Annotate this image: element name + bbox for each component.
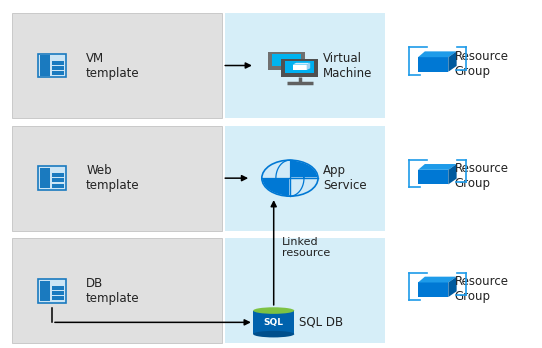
Text: Virtual
Machine: Virtual Machine <box>323 52 372 79</box>
FancyBboxPatch shape <box>225 238 384 343</box>
Polygon shape <box>418 283 448 297</box>
FancyBboxPatch shape <box>53 61 64 65</box>
FancyBboxPatch shape <box>38 54 66 77</box>
Polygon shape <box>418 57 448 72</box>
Polygon shape <box>448 277 457 297</box>
FancyBboxPatch shape <box>272 54 301 66</box>
FancyBboxPatch shape <box>53 291 64 295</box>
Text: VM
template: VM template <box>86 52 140 79</box>
FancyBboxPatch shape <box>53 296 64 300</box>
Text: App
Service: App Service <box>323 164 366 192</box>
FancyBboxPatch shape <box>281 59 318 77</box>
Text: SQL: SQL <box>264 318 283 327</box>
FancyBboxPatch shape <box>53 71 64 75</box>
FancyBboxPatch shape <box>253 310 294 334</box>
FancyBboxPatch shape <box>38 279 66 303</box>
Text: Resource
Group: Resource Group <box>455 275 509 303</box>
Text: Resource
Group: Resource Group <box>455 50 509 78</box>
Wedge shape <box>262 160 290 178</box>
FancyBboxPatch shape <box>53 179 64 182</box>
FancyBboxPatch shape <box>53 183 64 188</box>
FancyBboxPatch shape <box>38 166 66 190</box>
FancyBboxPatch shape <box>225 13 384 118</box>
Polygon shape <box>293 65 307 70</box>
Text: Linked
resource: Linked resource <box>282 237 330 258</box>
Polygon shape <box>448 164 457 184</box>
Polygon shape <box>418 52 457 57</box>
Text: Resource
Group: Resource Group <box>455 163 509 190</box>
Polygon shape <box>418 277 457 283</box>
FancyBboxPatch shape <box>53 66 64 70</box>
FancyBboxPatch shape <box>53 286 64 290</box>
FancyBboxPatch shape <box>11 238 222 343</box>
FancyBboxPatch shape <box>11 126 222 231</box>
Ellipse shape <box>253 307 294 314</box>
FancyBboxPatch shape <box>53 173 64 177</box>
FancyBboxPatch shape <box>40 168 50 188</box>
Wedge shape <box>290 178 318 196</box>
FancyBboxPatch shape <box>40 55 50 76</box>
Polygon shape <box>418 170 448 184</box>
Circle shape <box>262 160 318 196</box>
FancyBboxPatch shape <box>11 13 222 118</box>
FancyBboxPatch shape <box>40 281 50 301</box>
Text: Web
template: Web template <box>86 164 140 192</box>
Polygon shape <box>418 164 457 170</box>
Wedge shape <box>262 178 290 196</box>
FancyBboxPatch shape <box>225 126 384 231</box>
FancyBboxPatch shape <box>268 52 305 70</box>
Polygon shape <box>448 52 457 72</box>
Polygon shape <box>307 63 310 70</box>
Text: DB
template: DB template <box>86 277 140 305</box>
Polygon shape <box>293 63 310 65</box>
FancyBboxPatch shape <box>285 61 314 73</box>
Ellipse shape <box>253 331 294 338</box>
Text: SQL DB: SQL DB <box>299 316 343 329</box>
Wedge shape <box>290 160 318 178</box>
